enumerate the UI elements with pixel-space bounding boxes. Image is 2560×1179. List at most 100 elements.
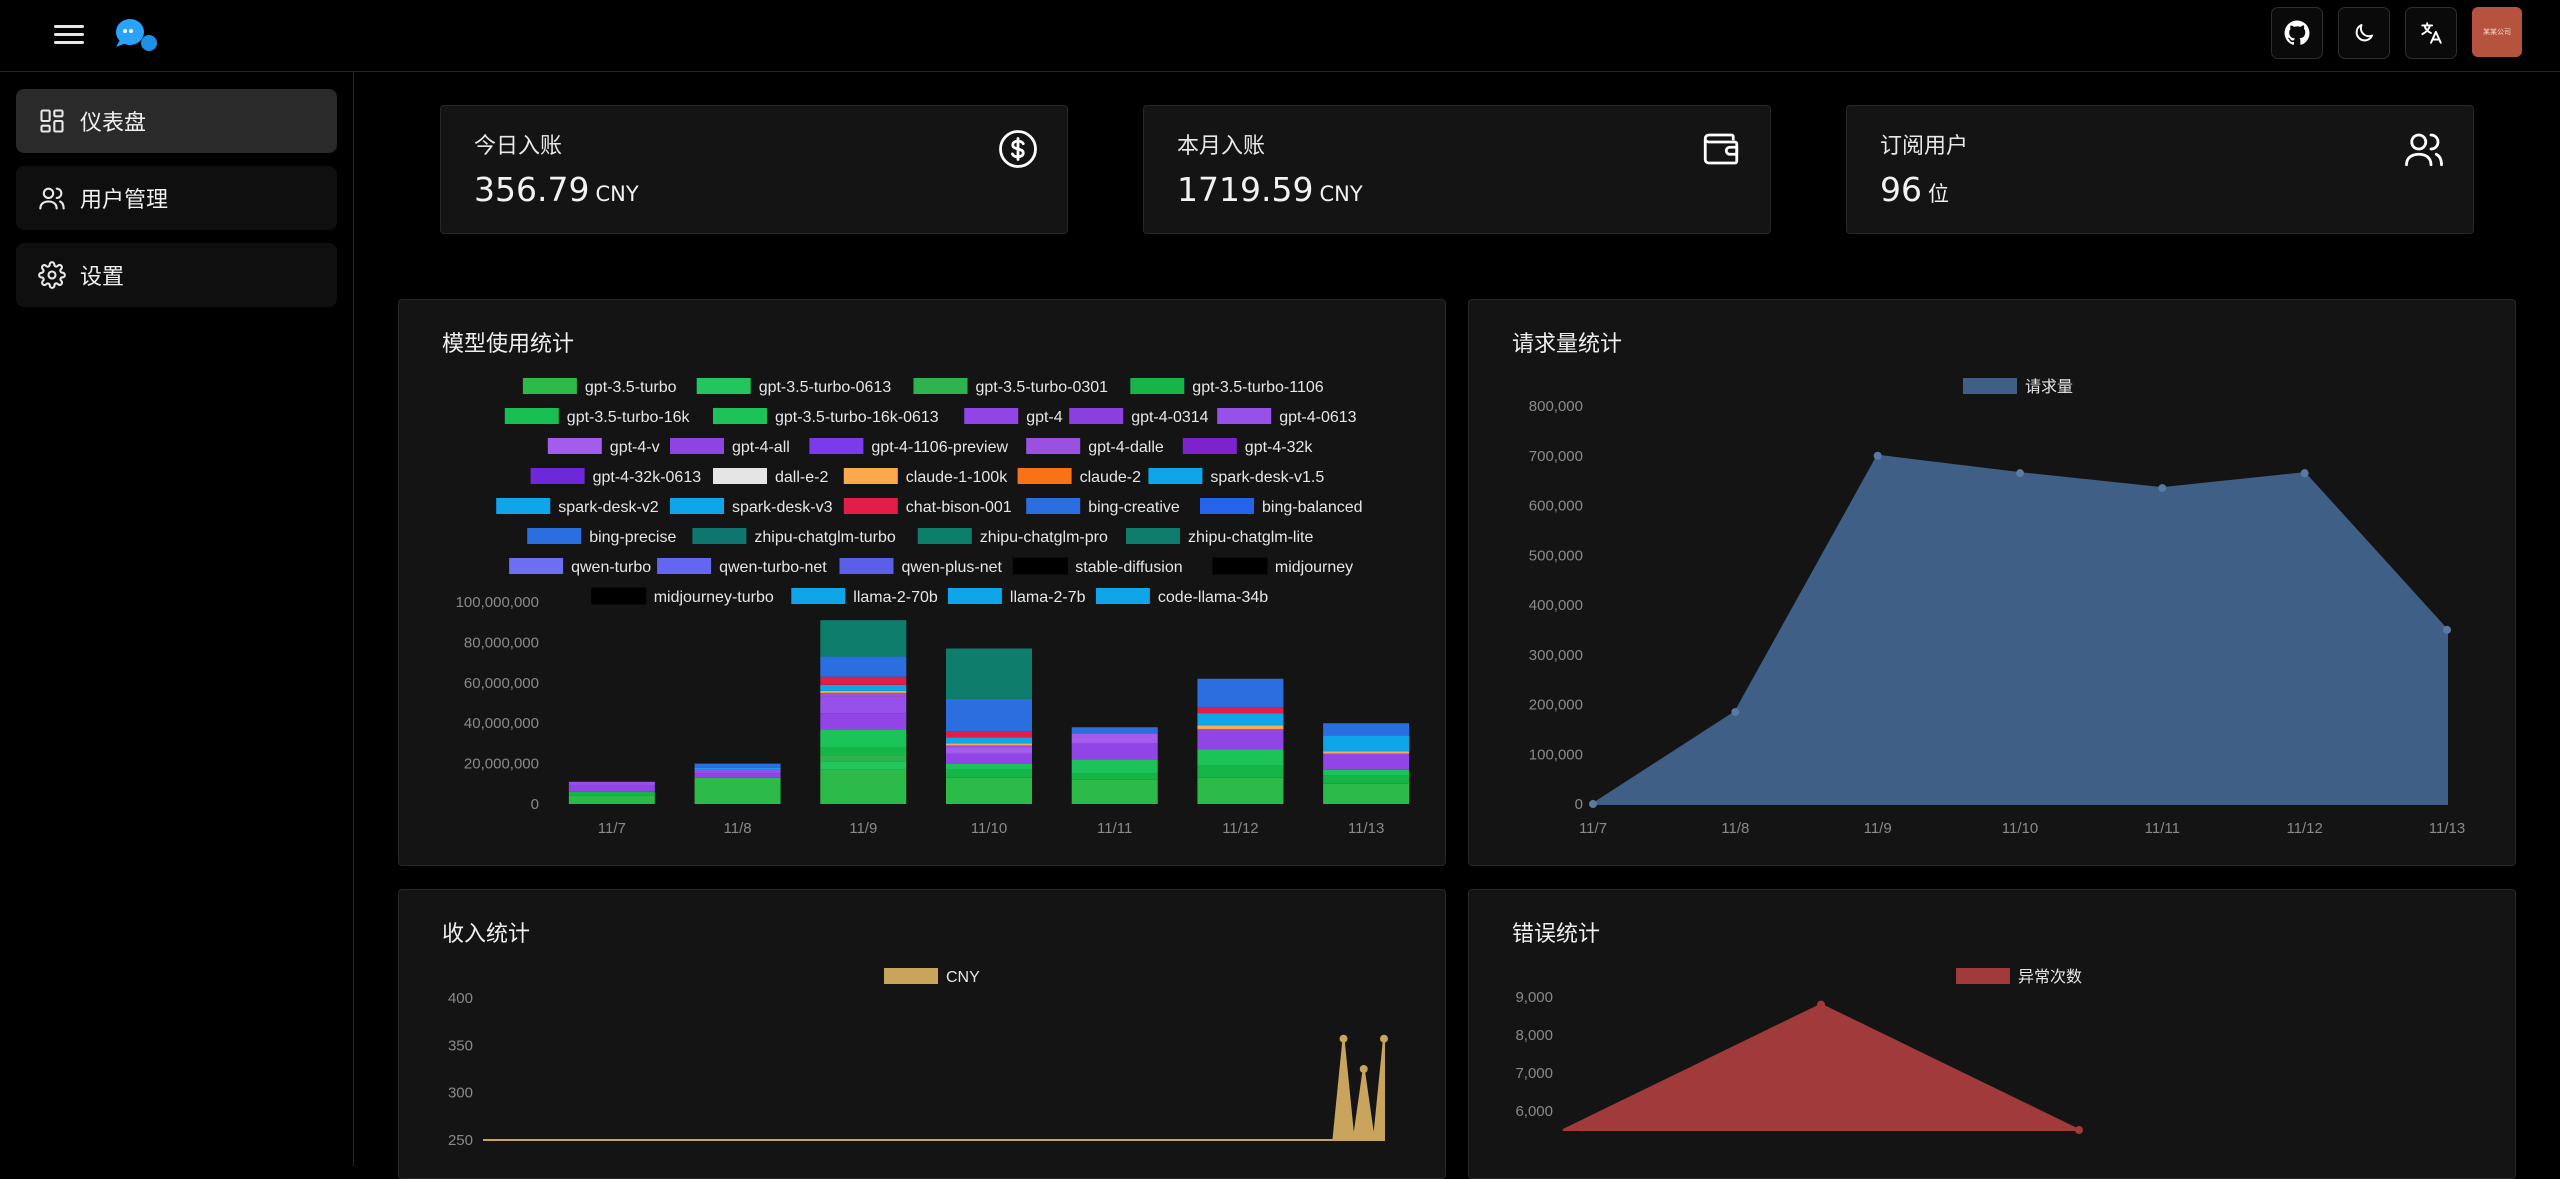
legend-label: gpt-4-32k <box>1245 439 1314 456</box>
legend-swatch <box>843 498 898 514</box>
x-tick-label: 11/13 <box>2429 820 2465 837</box>
bar-segment <box>946 731 1032 738</box>
bar-segment <box>820 755 907 762</box>
bar-segment <box>1323 783 1410 804</box>
bar-segment <box>1197 725 1284 730</box>
bar-segment <box>820 620 907 657</box>
legend-label: stable-diffusion <box>1075 559 1182 576</box>
legend-swatch <box>522 378 577 394</box>
legend-swatch <box>1017 468 1072 484</box>
moon-icon <box>2355 24 2373 42</box>
bar-segment <box>946 737 1032 744</box>
legend-label: midjourney <box>1275 559 1353 576</box>
panel-title: 错误统计 <box>1512 922 1601 947</box>
x-tick-label: 11/9 <box>1864 820 1892 837</box>
legend-label: gpt-4-all <box>732 439 790 456</box>
data-point <box>1380 1034 1388 1043</box>
github-icon <box>2284 20 2310 45</box>
legend-label: midjourney-turbo <box>654 589 774 606</box>
requests-chart: 请求量 0 100,000 200,000 300,000 400,000 500,000 6… <box>1529 378 2465 837</box>
legend-swatch <box>809 438 864 454</box>
bar-segment <box>1323 775 1410 784</box>
language-button[interactable] <box>2405 7 2457 59</box>
legend-label: code-llama-34b <box>1158 589 1268 606</box>
legend-swatch <box>530 468 585 484</box>
series-area <box>1589 454 2448 805</box>
y-tick-label: 100,000,000 <box>456 594 539 611</box>
sidebar-item-label: 用户管理 <box>80 188 169 213</box>
legend-swatch <box>1130 378 1185 394</box>
legend-label: llama-2-70b <box>853 589 938 606</box>
bar-segment <box>820 747 907 756</box>
bar-segment <box>820 769 907 804</box>
bar-segment <box>1197 707 1284 714</box>
y-tick-label: 800,000 <box>1529 398 1583 415</box>
x-tick-label: 11/10 <box>2002 820 2038 837</box>
legend-swatch <box>917 528 972 544</box>
bar-segment <box>946 763 1032 770</box>
stat-title: 本月入账 <box>1177 134 1266 159</box>
panel-title: 模型使用统计 <box>442 332 575 357</box>
series-area <box>483 1038 1385 1141</box>
sidebar-item-settings[interactable]: 设置 <box>16 243 337 307</box>
bar-segment <box>568 781 655 786</box>
bar-segment <box>1323 753 1410 770</box>
stat-card-subscribers: 订阅用户 96 位 <box>1846 105 2474 234</box>
bar-segment <box>946 769 1032 778</box>
legend-swatch <box>839 558 894 574</box>
y-tick-label: 300,000 <box>1529 647 1583 664</box>
y-tick-label: 700,000 <box>1529 448 1583 465</box>
bar-segment <box>1071 779 1158 804</box>
y-tick-label: 500,000 <box>1529 547 1583 564</box>
bar-segment <box>694 763 781 768</box>
legend-label: spark-desk-v1.5 <box>1210 469 1324 486</box>
legend-swatch <box>1182 438 1237 454</box>
github-button[interactable] <box>2271 7 2323 59</box>
bar-segment <box>946 747 1032 754</box>
model-usage-panel: 模型使用统计 gpt-3.5-turbo gpt-3.5-turbo-0613 gp… <box>398 299 1446 866</box>
x-tick-label: 11/7 <box>1579 820 1607 837</box>
legend-label: gpt-3.5-turbo <box>585 379 677 396</box>
y-tick-label: 40,000,000 <box>464 715 539 732</box>
legend-swatch <box>504 408 559 424</box>
dollar-circle-icon <box>999 130 1037 168</box>
errors-chart: 异常次数 6,000 7,000 8,000 9,000 <box>1515 968 2083 1134</box>
sidebar: 仪表盘 用户管理 设置 <box>0 72 354 1166</box>
legend-label: zhipu-chatglm-pro <box>980 529 1108 546</box>
sidebar-item-dashboard[interactable]: 仪表盘 <box>16 89 337 153</box>
legend-swatch <box>1126 528 1180 544</box>
legend-swatch <box>547 438 602 454</box>
legend-label: bing-precise <box>589 529 676 546</box>
avatar[interactable]: 某某公司 <box>2472 7 2522 57</box>
stat-card-today: 今日入账 356.79 CNY <box>440 105 1068 234</box>
y-tick-label: 0 <box>531 796 539 813</box>
bar-segment <box>820 692 907 697</box>
panel-title: 收入统计 <box>442 922 531 947</box>
series-area <box>1562 1003 2080 1131</box>
x-tick-label: 11/8 <box>1721 820 1749 837</box>
legend-swatch <box>947 588 1002 604</box>
y-tick-label: 9,000 <box>1515 989 1553 1006</box>
dashboard-icon <box>40 109 64 133</box>
bar-segment <box>1197 777 1284 804</box>
sidebar-item-users[interactable]: 用户管理 <box>16 166 337 230</box>
bar-segment <box>1323 723 1410 736</box>
income-panel: 收入统计 CNY 250 300 350 400 <box>398 889 1446 1179</box>
stat-value: 1719.59 CNY <box>1177 170 1363 209</box>
hamburger-icon[interactable] <box>54 20 84 50</box>
bar-segment <box>820 729 907 748</box>
bar-segment <box>1197 678 1284 708</box>
theme-toggle-button[interactable] <box>2338 7 2390 59</box>
data-point <box>1359 1065 1368 1073</box>
bar-segment <box>1323 751 1410 754</box>
legend-label: gpt-4-0314 <box>1131 409 1208 426</box>
y-tick-label: 100,000 <box>1529 746 1583 763</box>
legend-swatch <box>696 378 751 394</box>
data-point <box>2300 469 2309 478</box>
legend-swatch <box>713 408 767 424</box>
stat-title: 今日入账 <box>474 134 563 159</box>
y-tick-label: 7,000 <box>1515 1065 1553 1082</box>
users-icon <box>39 187 65 210</box>
bar-segment <box>1071 733 1158 744</box>
legend-swatch <box>843 468 898 484</box>
